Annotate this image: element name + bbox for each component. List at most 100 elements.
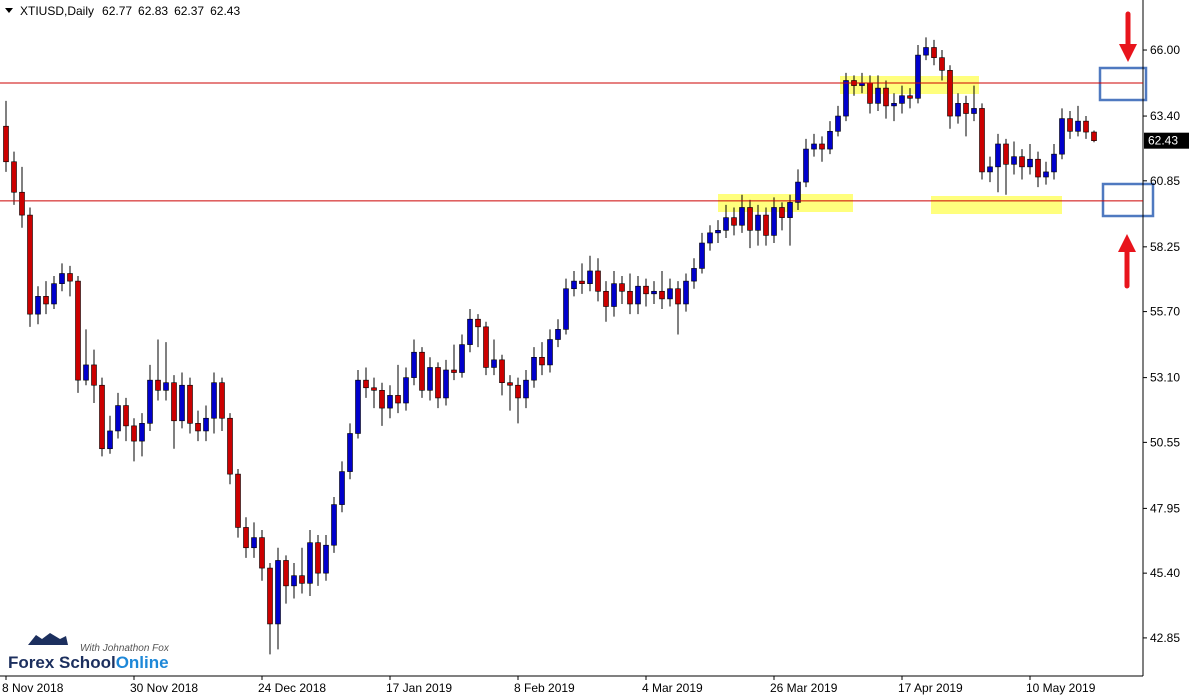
candle-body [787, 202, 793, 218]
candle-body [579, 280, 585, 284]
candle-body [563, 288, 569, 330]
highlight-box [1101, 182, 1155, 218]
candle-body [611, 283, 617, 307]
candle-body [211, 382, 217, 419]
candle-body [931, 47, 937, 58]
candle-body [763, 214, 769, 236]
candle-body [883, 87, 889, 107]
y-tick-label: 45.40 [1150, 566, 1180, 580]
candle-body [1027, 158, 1033, 168]
brand-name: Forex School [8, 653, 116, 672]
candle-body [827, 130, 833, 150]
candle-body [779, 207, 785, 218]
candle-body [699, 242, 705, 269]
candle-body [299, 575, 305, 584]
tagline: With Johnathon Fox [80, 643, 170, 654]
candle-body [891, 103, 897, 107]
x-tick-label: 10 May 2019 [1026, 681, 1096, 695]
candle-body [747, 207, 753, 231]
candle-body [83, 364, 89, 381]
watermark: With Johnathon Fox Forex SchoolOnline [8, 633, 170, 672]
candle-body [171, 382, 177, 422]
candle-body [11, 161, 17, 193]
candle-body [155, 379, 161, 391]
candle-body [715, 230, 721, 234]
highlight-box [1098, 66, 1148, 102]
candle-body [667, 288, 673, 300]
candle-body [163, 382, 169, 391]
candle-body [643, 285, 649, 295]
candle-body [67, 273, 73, 282]
candle-body [419, 351, 425, 391]
candle-body [203, 417, 209, 432]
last-low: 62.37 [174, 4, 204, 18]
candle-body [467, 318, 473, 345]
candle-body [115, 405, 121, 432]
candle-body [635, 285, 641, 305]
arrow-head [1118, 234, 1136, 252]
y-tick-label: 50.55 [1150, 435, 1180, 449]
candle-body [835, 115, 841, 132]
candle-body [259, 537, 265, 569]
candle-body [59, 273, 65, 284]
candle-body [435, 367, 441, 399]
candle-body [131, 425, 137, 442]
candle-body [187, 384, 193, 424]
chart-header: XTIUSD,Daily 62.77 62.83 62.37 62.43 [20, 4, 240, 18]
candle-body [51, 283, 57, 305]
candle-body [235, 473, 241, 528]
annotations [1098, 11, 1155, 289]
candle-body [139, 423, 145, 442]
candle-body [355, 379, 361, 434]
candle-body [939, 57, 945, 71]
candle-body [243, 527, 249, 549]
menu-icon [5, 8, 13, 13]
candle-body [267, 567, 273, 625]
x-tick-label: 8 Feb 2019 [514, 681, 575, 695]
candle-body [899, 95, 905, 104]
candle-body [595, 270, 601, 292]
candle-body [123, 405, 129, 427]
candle-body [723, 217, 729, 231]
candle-body [3, 125, 9, 163]
x-tick-label: 4 Mar 2019 [642, 681, 703, 695]
candle-body [1011, 156, 1017, 165]
candle-body [107, 430, 113, 450]
y-tick-label: 53.10 [1150, 371, 1180, 385]
candle-body [963, 103, 969, 114]
price-label-bg [1144, 132, 1189, 149]
candle-body [315, 542, 321, 574]
candle-body [555, 329, 561, 340]
candle-body [379, 390, 385, 409]
candle-body [1043, 171, 1049, 178]
candle-body [43, 296, 49, 305]
candle-body [731, 217, 737, 226]
candle-body [1083, 120, 1089, 133]
candle-body [571, 280, 577, 290]
candle-body [619, 283, 625, 292]
chart-title: XTIUSD,Daily [20, 4, 94, 18]
candle-body [227, 417, 233, 475]
candle-body [547, 339, 553, 366]
candle-body [363, 379, 369, 389]
x-tick-label: 24 Dec 2018 [258, 681, 326, 695]
candle-body [539, 356, 545, 366]
candle-body [523, 379, 529, 399]
candle-body [347, 433, 353, 472]
candle-body [955, 103, 961, 117]
candle-body [307, 542, 313, 584]
support-zone [718, 194, 853, 212]
candle-body [1075, 120, 1081, 132]
support-zone [931, 196, 1062, 214]
y-tick-label: 66.00 [1150, 43, 1180, 57]
candle-body [515, 384, 521, 399]
candle-body [915, 54, 921, 99]
candle-body [979, 108, 985, 173]
candle-body [179, 384, 185, 422]
candle-body [339, 471, 345, 505]
arrow-head [1119, 44, 1137, 62]
candle-body [451, 369, 457, 373]
candle-body [403, 377, 409, 404]
candle-body [1067, 118, 1073, 132]
